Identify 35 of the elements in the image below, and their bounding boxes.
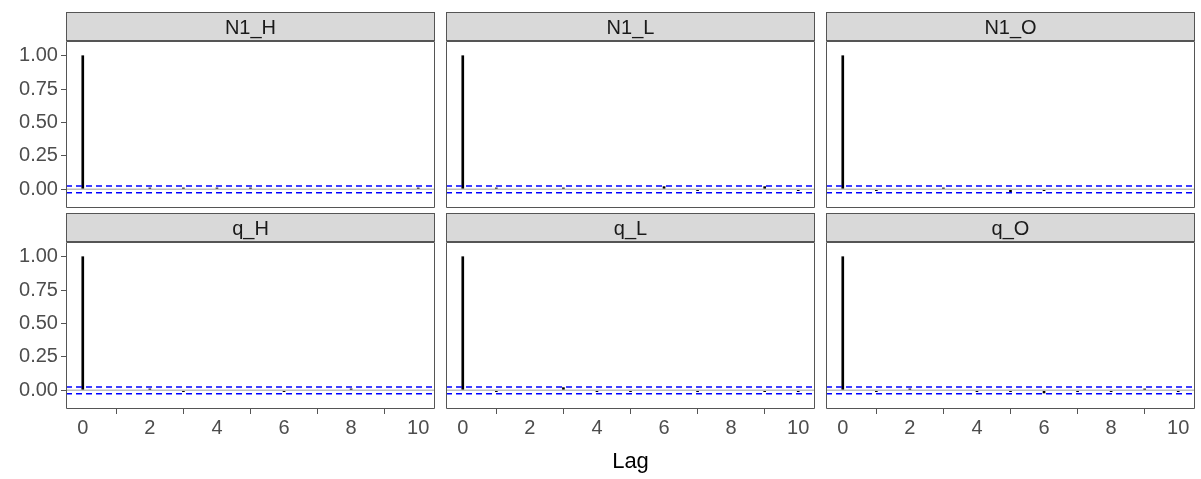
chart-title: q_L (446, 213, 815, 242)
y-tick-label: 0.00 (19, 176, 58, 199)
y-tick-label: 0.50 (19, 110, 58, 133)
x-tick-label: 2 (144, 415, 156, 438)
y-tick-label: 0.25 (19, 143, 58, 166)
x-tick-label: 10 (1167, 415, 1190, 438)
x-tick-label: 2 (904, 415, 916, 438)
y-tick-label: 0.75 (19, 277, 58, 300)
x-tick-label: 4 (971, 415, 983, 438)
x-tick-label: 2 (524, 415, 536, 438)
x-tick-label: 0 (77, 415, 89, 438)
x-tick-label: 10 (787, 415, 810, 438)
y-tick-label: 0.75 (19, 76, 58, 99)
x-axis-title: Lag (612, 447, 649, 473)
x-tick-label: 8 (1105, 415, 1117, 438)
chart-title: N1_L (446, 12, 815, 41)
y-tick-label: 1.00 (19, 244, 58, 267)
chart-title: N1_O (826, 12, 1195, 41)
chart-title: q_O (826, 213, 1195, 242)
x-tick-label: 6 (658, 415, 670, 438)
x-tick-label: 6 (1038, 415, 1050, 438)
y-tick-label: 0.00 (19, 377, 58, 400)
x-tick-label: 6 (278, 415, 290, 438)
x-tick-label: 8 (345, 415, 357, 438)
x-tick-label: 4 (211, 415, 223, 438)
x-tick-label: 10 (407, 415, 430, 438)
chart-title: N1_H (66, 12, 435, 41)
x-tick-label: 4 (591, 415, 603, 438)
x-tick-label: 8 (725, 415, 737, 438)
y-tick-label: 1.00 (19, 43, 58, 66)
y-tick-label: 0.50 (19, 311, 58, 334)
y-tick-label: 0.25 (19, 344, 58, 367)
chart-title: q_H (66, 213, 435, 242)
x-tick-label: 0 (457, 415, 469, 438)
x-tick-label: 0 (837, 415, 849, 438)
